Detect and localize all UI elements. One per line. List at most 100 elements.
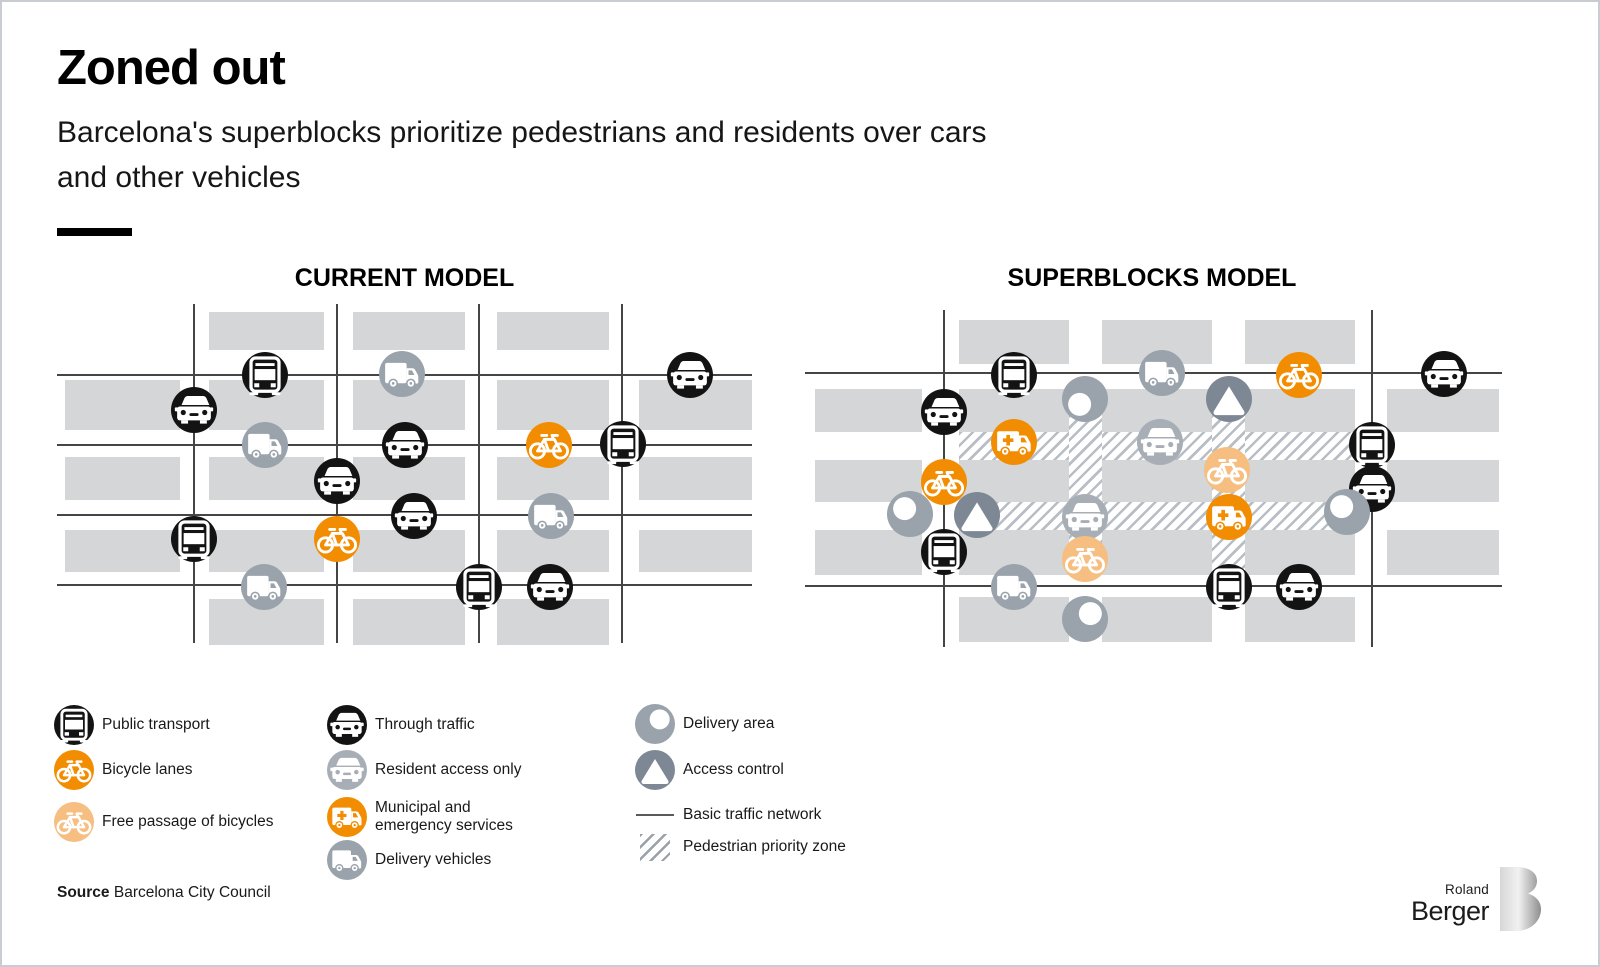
- bus-icon: [991, 352, 1037, 398]
- bike-icon: [54, 750, 94, 790]
- road-line-horizontal: [57, 584, 752, 586]
- legend-label: Basic traffic network: [683, 806, 822, 824]
- bus-icon: [1349, 422, 1395, 468]
- legend-label: Delivery area: [683, 715, 775, 733]
- van-icon: [327, 840, 367, 880]
- bike-icon: [1204, 447, 1250, 493]
- car-icon: [171, 387, 217, 433]
- road-line-vertical: [621, 304, 623, 643]
- legend-label: Delivery vehicles: [375, 851, 492, 869]
- tri-icon: [954, 492, 1000, 538]
- van-icon: [242, 422, 288, 468]
- tri-icon: [635, 750, 675, 790]
- bike-icon: [314, 516, 360, 562]
- city-block: [497, 380, 609, 430]
- legend-label: Through traffic: [375, 716, 475, 734]
- current-model-title: CURRENT MODEL: [294, 264, 515, 292]
- car-icon: [1062, 494, 1108, 540]
- legend-label: Free passage of bicycles: [102, 813, 274, 831]
- bike-icon: [1276, 352, 1322, 398]
- tri-icon: [1206, 376, 1252, 422]
- crescent-icon: [635, 704, 675, 744]
- car-icon: [327, 705, 367, 745]
- page-title: Zoned out: [57, 41, 286, 95]
- bus-icon: [921, 529, 967, 575]
- basic-traffic-network-swatch: [636, 814, 674, 816]
- legend-label: Bicycle lanes: [102, 761, 193, 779]
- city-block: [65, 380, 180, 430]
- source-label: Source: [57, 884, 110, 901]
- amb-icon: [327, 797, 367, 837]
- bike-icon: [921, 459, 967, 505]
- crescent-icon: [1062, 596, 1108, 642]
- car-icon: [1276, 564, 1322, 610]
- car-icon: [391, 493, 437, 539]
- bus-icon: [600, 421, 646, 467]
- current-model-diagram: [57, 302, 752, 647]
- van-icon: [241, 564, 287, 610]
- logo-text: Roland Berger: [1410, 866, 1490, 927]
- amb-icon: [1206, 494, 1252, 540]
- city-block: [65, 530, 180, 572]
- amb-icon: [991, 419, 1037, 465]
- subtitle-line-1: Barcelona's superblocks prioritize pedes…: [57, 116, 987, 149]
- pedestrian-priority-zone: [959, 502, 1347, 530]
- bus-icon: [456, 564, 502, 610]
- car-icon: [382, 422, 428, 468]
- city-block: [1387, 530, 1499, 575]
- legend-label: Access control: [683, 761, 784, 779]
- city-block: [497, 312, 609, 350]
- car-icon: [1421, 351, 1467, 397]
- road-line-vertical: [478, 304, 480, 643]
- logo-b-icon: [1500, 867, 1541, 931]
- city-block: [1387, 460, 1499, 502]
- car-icon: [921, 389, 967, 435]
- bus-icon: [1206, 564, 1252, 610]
- city-block: [1102, 597, 1212, 642]
- city-block: [1102, 460, 1212, 502]
- bus-icon: [171, 516, 217, 562]
- van-icon: [991, 564, 1037, 610]
- source-text: Barcelona City Council: [113, 884, 271, 901]
- car-icon: [314, 458, 360, 504]
- legend-label: Public transport: [102, 716, 210, 734]
- crescent-icon: [1324, 489, 1370, 535]
- city-block: [639, 457, 752, 500]
- legend-label: Resident access only: [375, 761, 522, 779]
- city-block: [815, 389, 922, 432]
- bike-icon: [1062, 536, 1108, 582]
- crescent-icon: [1062, 376, 1108, 422]
- road-line-vertical: [193, 304, 195, 643]
- city-block: [815, 530, 922, 575]
- car-icon: [667, 352, 713, 398]
- logo-roland: Roland: [1445, 882, 1489, 897]
- legend-label: Pedestrian priority zone: [683, 838, 846, 856]
- car-icon: [527, 564, 573, 610]
- logo-berger: Berger: [1410, 896, 1490, 926]
- roland-berger-logo: Roland Berger: [1411, 866, 1543, 932]
- pedestrian-zone-swatch: [640, 834, 670, 861]
- source-line: Source Barcelona City Council: [57, 884, 271, 902]
- car-icon: [1137, 419, 1183, 465]
- bike-icon: [526, 422, 572, 468]
- bus-icon: [242, 352, 288, 398]
- city-block: [209, 312, 324, 350]
- road-line-horizontal: [805, 585, 1502, 587]
- city-block: [1102, 530, 1212, 575]
- crescent-icon: [887, 491, 933, 537]
- bike-icon: [54, 802, 94, 842]
- van-icon: [528, 493, 574, 539]
- city-block: [353, 312, 465, 350]
- city-block: [353, 599, 465, 645]
- legend-label: Municipal and emergency services: [375, 799, 513, 834]
- bus-icon: [54, 705, 94, 745]
- superblocks-model-diagram: [802, 302, 1502, 647]
- van-icon: [379, 351, 425, 397]
- title-underline-bar: [57, 228, 132, 236]
- subtitle-line-2: and other vehicles: [57, 161, 301, 194]
- van-icon: [1139, 350, 1185, 396]
- city-block: [65, 457, 180, 500]
- car-icon: [327, 750, 367, 790]
- city-block: [639, 530, 752, 572]
